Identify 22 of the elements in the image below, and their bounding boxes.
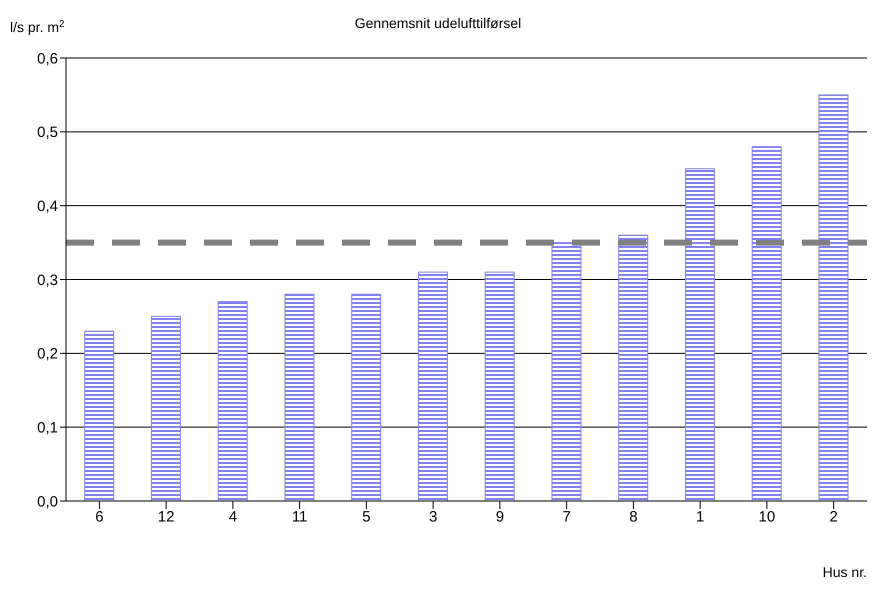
x-tick-label: 2: [829, 508, 838, 526]
y-tick-label: 0,0: [37, 493, 58, 510]
x-tick-label: 10: [758, 508, 776, 526]
y-tick-label: 0,3: [37, 272, 58, 289]
x-tick-label: 3: [428, 508, 438, 526]
x-tick-label: 7: [562, 508, 571, 526]
y-tick-label: 0,5: [37, 124, 58, 142]
x-tick-label: 5: [362, 508, 371, 526]
x-axis-title: Hus nr.: [822, 564, 867, 580]
y-tick-label: 0,1: [37, 419, 58, 436]
x-tick-label: 8: [629, 508, 638, 526]
y-tick-label: 0,4: [37, 198, 58, 215]
y-tick-label: 0,2: [37, 346, 58, 363]
x-tick-label: 6: [95, 508, 104, 526]
y-tick-label: 0,6: [37, 50, 58, 68]
x-tick-label: 11: [292, 508, 308, 526]
y-axis-title: l/s pr. m$^{2}$: [10, 18, 64, 35]
x-tick-label: 12: [158, 508, 174, 526]
x-tick-label: 9: [496, 508, 504, 526]
chart-title: Gennemsnit udelufttilførsel: [354, 15, 522, 31]
x-tick-label: 4: [228, 508, 238, 526]
x-tick-label: 1: [696, 508, 704, 526]
